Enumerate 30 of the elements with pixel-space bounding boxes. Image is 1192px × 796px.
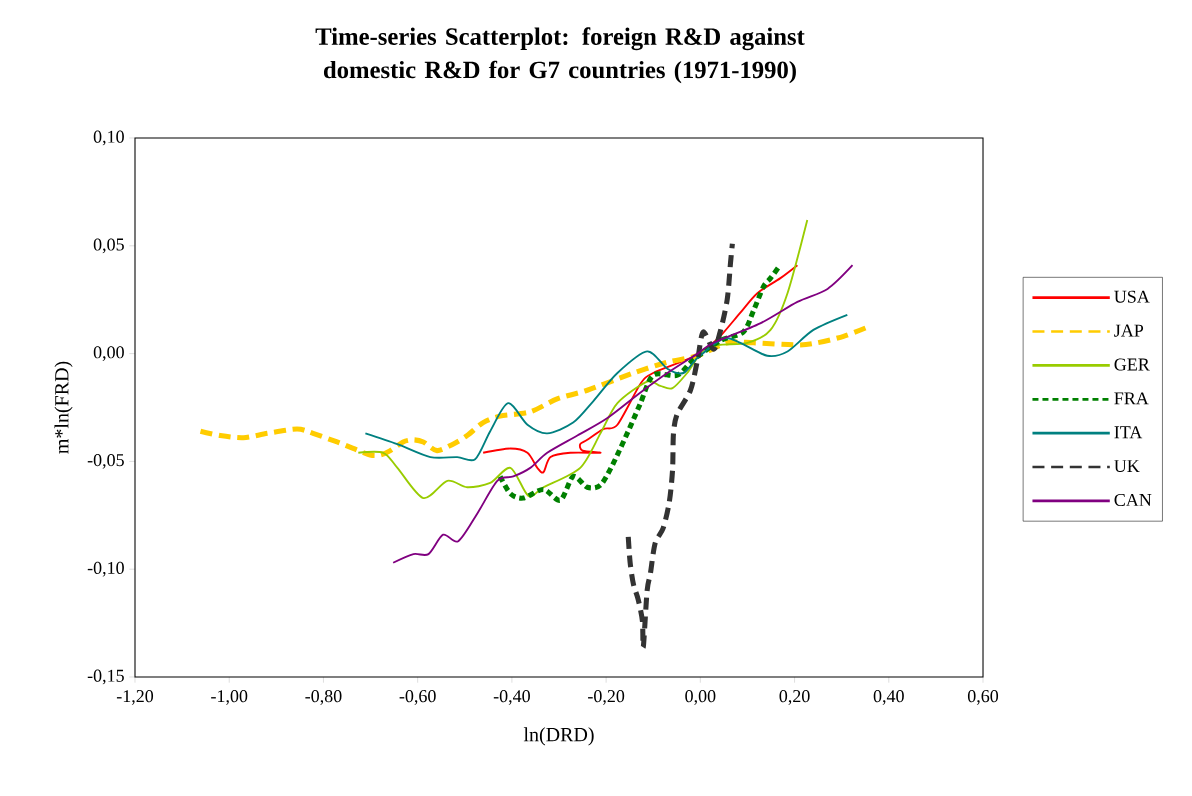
x-tick-label: -0,80 (305, 690, 342, 705)
x-tick-label: 0,60 (967, 690, 999, 705)
x-axis-title: ln(DRD) (523, 727, 594, 746)
legend-label: CAN (1114, 493, 1152, 507)
y-tick-label: 0,05 (93, 238, 124, 254)
legend-label: GER (1114, 358, 1150, 371)
line-series (482, 264, 799, 474)
y-tick-label: 0,00 (93, 346, 124, 361)
legend-label: USA (1114, 290, 1150, 303)
x-tick-label: 0,40 (873, 690, 904, 705)
x-tick-label: -0,60 (399, 690, 436, 705)
x-tick-label: 0,00 (685, 690, 716, 705)
line-series (357, 218, 809, 499)
y-axis-title: m*ln(FRD) (54, 361, 73, 454)
x-tick-label: -0,20 (588, 690, 625, 705)
x-tick-label: -0,40 (493, 690, 530, 705)
x-tick-label: -1,00 (211, 690, 248, 705)
legend-label: UK (1114, 460, 1140, 473)
y-tick-label: -0,10 (87, 561, 124, 577)
y-tick-label: -0,15 (87, 669, 124, 685)
legend-label: JAP (1114, 324, 1144, 337)
line-series (364, 313, 849, 461)
chart-title: Time-series Scatterplot: foreign R&D against domestic R&D for G7 countries (1971-1990) (315, 27, 805, 84)
y-tick-label: 0,10 (93, 130, 124, 146)
y-tick-label: -0,05 (87, 454, 124, 469)
legend-label: ITA (1114, 426, 1143, 439)
x-tick-label: -1,20 (116, 690, 154, 705)
legend-label: FRA (1114, 392, 1149, 405)
x-tick-label: 0,20 (779, 690, 810, 705)
line-series (392, 264, 854, 564)
